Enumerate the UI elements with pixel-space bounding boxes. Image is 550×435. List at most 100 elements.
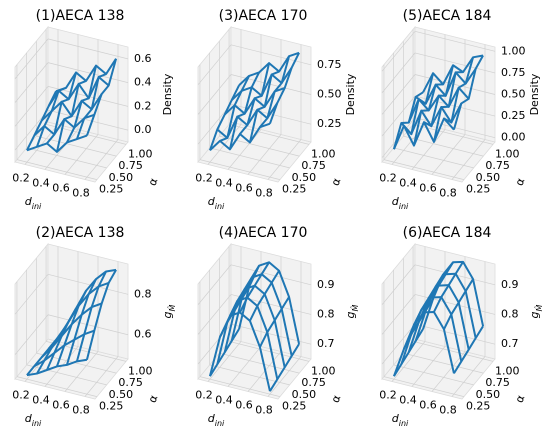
z-axis-label-sub: M̂ — [350, 304, 360, 311]
z-axis-label-base: g — [528, 311, 541, 318]
wire-column — [268, 52, 300, 125]
wire-column — [219, 75, 250, 142]
grid-line — [383, 376, 465, 397]
wire-column — [55, 290, 87, 367]
x-axis-label: dini — [208, 412, 225, 428]
x-tick-label: 0.2 — [12, 389, 30, 402]
x-tick-label: 0.6 — [235, 399, 253, 412]
grid-line — [197, 294, 232, 335]
x-tick-label: 0.2 — [195, 389, 213, 402]
y-tick-label: 0.25 — [282, 400, 307, 413]
x-tick-label: 0.4 — [399, 177, 417, 190]
z-tick-label: 0.50 — [317, 88, 342, 101]
x-tick-label: 0.6 — [235, 182, 253, 195]
grid-line — [230, 74, 312, 95]
y-axis-label: α — [329, 176, 344, 187]
subplot-title: (6)AECA 184 — [403, 225, 492, 241]
wire-column — [26, 339, 57, 376]
wire-column — [228, 72, 260, 150]
grid-line — [381, 52, 416, 94]
grid-line — [393, 147, 474, 169]
grid-line — [47, 109, 129, 131]
grid-line — [383, 159, 465, 180]
y-tick-label: 0.50 — [109, 388, 134, 401]
grid-line — [16, 159, 98, 180]
grid-line — [47, 38, 129, 60]
grid-line — [14, 86, 49, 127]
wire-column — [423, 65, 455, 128]
wire-column — [452, 55, 484, 130]
grid-line — [381, 95, 416, 137]
wire-column — [208, 84, 240, 151]
wire-column — [239, 261, 270, 313]
z-tick-label: 0.9 — [317, 278, 335, 291]
grid-line — [381, 264, 416, 306]
z-axis-label-sub: M̂ — [534, 304, 544, 311]
y-tick-label: 0.25 — [99, 400, 124, 413]
subplot-title: (3)AECA 170 — [219, 8, 308, 24]
z-axis-label: Density — [161, 73, 174, 115]
z-tick-label: 1.00 — [501, 44, 526, 57]
y-tick-label: 1.00 — [495, 147, 520, 160]
x-axis-label-base: d — [392, 195, 400, 208]
z-axis-label-base: Density — [344, 73, 357, 115]
y-tick-label: 0.25 — [99, 183, 124, 196]
wire-column — [85, 269, 117, 361]
wire-column — [35, 86, 67, 148]
grid-line — [14, 274, 49, 315]
y-tick-label: 0.75 — [118, 159, 142, 172]
y-tick-label: 0.75 — [301, 376, 326, 389]
x-axis-label-sub: ini — [399, 202, 409, 211]
subplot: 0.2 0.4 0.6 0.8 0.250.500.751.000.70.80.9(4)… — [195, 225, 360, 428]
y-tick-label: 1.00 — [311, 364, 336, 377]
x-axis-label: dini — [208, 195, 225, 211]
y-tick-label: 0.25 — [466, 183, 491, 196]
x-tick-label: 0.4 — [399, 394, 417, 407]
subplot-title: (4)AECA 170 — [219, 225, 308, 241]
wire-column — [412, 83, 444, 146]
x-tick-label: 0.8 — [439, 404, 457, 417]
wire-column — [259, 296, 290, 348]
x-axis-label: dini — [392, 412, 409, 428]
wire-column — [433, 261, 464, 313]
grid-line — [228, 341, 310, 362]
z-axis-label: Density — [528, 73, 541, 115]
z-axis-label-base: Density — [528, 73, 541, 115]
grid-line — [16, 376, 98, 397]
y-tick-label: 0.75 — [301, 159, 326, 172]
grid-line — [45, 341, 127, 362]
grid-line — [247, 134, 282, 175]
grid-line — [451, 356, 486, 397]
z-tick-label: 0.6 — [134, 52, 152, 65]
x-tick-label: 0.4 — [215, 394, 233, 407]
grid-line — [403, 352, 484, 374]
grid-line — [64, 351, 99, 392]
grid-line — [197, 264, 232, 306]
grid-line — [381, 31, 416, 72]
wire-column — [423, 261, 454, 313]
wire-column — [432, 71, 464, 143]
wire-column — [413, 274, 444, 326]
back-pane — [47, 26, 129, 143]
grid-line — [64, 134, 99, 175]
wire-column — [443, 57, 475, 124]
wire-column — [46, 307, 77, 371]
x-axis-label-sub: ini — [32, 202, 42, 211]
grid-line — [414, 52, 496, 74]
y-tick-label: 0.25 — [466, 400, 491, 413]
grid-line — [411, 346, 446, 387]
x-axis-label-sub: ini — [215, 419, 225, 428]
grid-line — [199, 159, 281, 180]
x-tick-label: 0.2 — [379, 389, 397, 402]
z-tick-label: 0.8 — [134, 287, 152, 300]
grid-line — [228, 124, 310, 145]
z-tick-label: 0.50 — [501, 88, 526, 101]
z-tick-label: 0.25 — [317, 117, 342, 130]
wire-column — [249, 270, 280, 322]
y-axis-label: α — [146, 176, 161, 187]
subplot: 0.2 0.4 0.6 0.8 0.250.500.751.000.60.8(2)AEC… — [12, 225, 177, 428]
grid-line — [14, 314, 49, 355]
z-tick-label: 0.8 — [501, 307, 519, 320]
x-tick-label: 0.8 — [255, 404, 273, 417]
grid-line — [207, 341, 242, 382]
